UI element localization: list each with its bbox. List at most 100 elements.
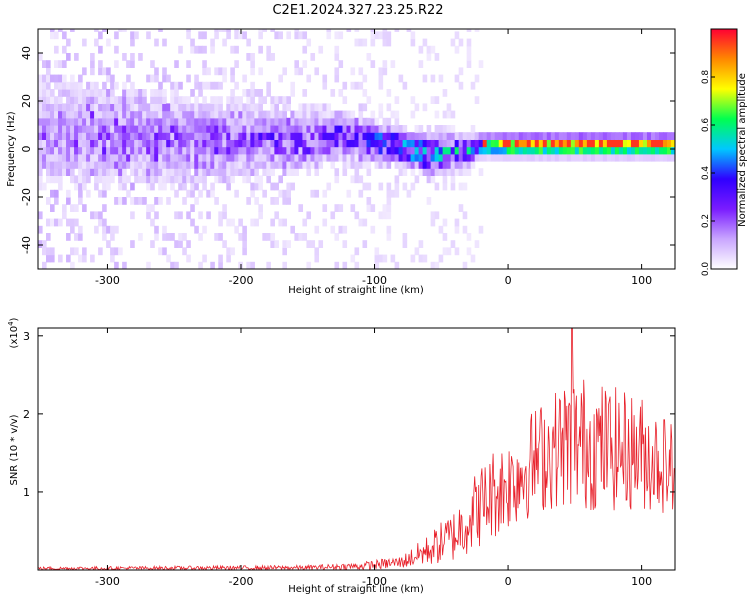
spectrogram-cell <box>46 96 51 104</box>
spectrogram-cell <box>398 153 404 162</box>
spectrogram-cell <box>162 161 167 169</box>
spectrogram-cell <box>198 139 203 148</box>
spectrogram-cell <box>126 146 131 155</box>
spectrogram-cell <box>266 153 271 162</box>
spectrogram-cell <box>98 247 103 256</box>
spectrogram-cell <box>206 67 211 76</box>
spectrogram-cell <box>134 153 139 162</box>
spectrogram-cell <box>146 175 151 184</box>
spectrogram-cell <box>110 168 115 176</box>
spectrogram-cell <box>66 132 71 140</box>
spectrogram-cell <box>438 153 444 162</box>
spectrogram-cell <box>190 175 195 184</box>
spectrogram-cell <box>242 240 247 248</box>
spectrogram-cell <box>102 67 107 76</box>
spectrogram-cell <box>462 182 468 191</box>
spectrogram-cell <box>246 53 251 61</box>
spectrogram-cell <box>170 146 175 155</box>
spectrogram-cell <box>86 146 91 155</box>
spectrogram-cell <box>162 132 167 140</box>
spectrogram-cell <box>190 161 195 169</box>
spectrogram-cell <box>130 38 135 47</box>
spectrogram-cell <box>150 240 155 248</box>
spectrogram-cell <box>150 139 155 148</box>
spectrogram-cell <box>146 204 151 212</box>
spectrogram-cell <box>110 125 115 133</box>
spectrogram-cell <box>146 132 151 140</box>
spectrogram-cell <box>458 38 464 47</box>
spectrogram-cell <box>310 146 316 155</box>
spectrogram-cell <box>94 117 99 126</box>
spectrogram-cell <box>450 38 456 47</box>
spectrogram-cell <box>602 153 608 162</box>
spectrogram-cell <box>78 197 83 205</box>
spectrogram-cell <box>358 81 364 90</box>
spectrogram-cell <box>198 125 203 133</box>
spectrogram-cell <box>574 132 580 140</box>
spectrogram-cell <box>42 125 47 133</box>
spectrogram-cell <box>382 132 388 140</box>
spectrogram-cell <box>210 110 215 119</box>
spectrogram-cell <box>382 204 388 212</box>
spectrogram-cell <box>258 67 263 76</box>
spectrogram-cell <box>322 139 328 148</box>
spectrogram-cell <box>102 103 107 112</box>
spectrogram-cell <box>250 146 255 155</box>
spectrogram-cell <box>566 132 572 140</box>
spectrogram-cell <box>146 182 151 191</box>
spectrogram-cell <box>670 132 675 140</box>
spectrogram-cell <box>314 132 320 140</box>
spectrogram-cell <box>74 53 79 61</box>
spectrogram-cell <box>346 110 352 119</box>
spectrogram-cell <box>286 117 291 126</box>
spectrogram-cell <box>310 53 316 61</box>
spectrogram-cell <box>466 153 472 162</box>
spectrogram-cell <box>186 211 191 220</box>
spectrogram-cell <box>370 125 376 133</box>
spectrogram-cell <box>166 233 171 241</box>
spectrogram-cell <box>398 146 404 155</box>
spectrogram-cell <box>58 153 63 162</box>
spectrogram-cell <box>278 125 283 133</box>
spectrogram-cell <box>310 110 316 119</box>
spectrogram-cell <box>74 139 79 148</box>
spectrogram-cell <box>274 132 279 140</box>
spectrogram-cell <box>170 103 175 112</box>
spectrogram-cell <box>122 261 127 269</box>
spectrogram-cell <box>38 182 43 191</box>
spectrogram-cell <box>438 132 444 140</box>
spectrogram-cell <box>374 146 380 155</box>
spectrogram-cell <box>138 110 143 119</box>
spectrogram-cell <box>98 110 103 119</box>
spectrogram-cell <box>334 31 340 40</box>
spectrogram-cell <box>58 254 63 263</box>
spectrogram-cell <box>446 161 452 169</box>
spectrogram-cell <box>226 161 231 169</box>
spectrogram-cell <box>198 161 203 169</box>
spectrogram-cell <box>478 132 484 140</box>
spectrogram-cell <box>414 153 420 162</box>
spectrogram-cell <box>282 161 287 169</box>
spectrogram-cell <box>142 125 147 133</box>
spectrogram-cell <box>206 146 211 155</box>
spectrogram-cell <box>218 175 223 184</box>
spectrogram-cell <box>194 146 199 155</box>
spectrogram-cell <box>410 110 416 119</box>
spectrogram-cell <box>38 103 43 112</box>
spectrogram-cell <box>98 89 103 97</box>
spectrogram-cell <box>510 153 516 162</box>
colorbar-label: Normalized spectral amplitude <box>737 73 748 227</box>
spectrogram-cell <box>258 204 263 212</box>
spectrogram-cell <box>402 132 408 140</box>
spectrogram-cell <box>190 189 195 198</box>
spectrogram-cell <box>322 125 328 133</box>
spectrogram-cell <box>226 254 231 263</box>
spectrogram-cell <box>426 153 432 162</box>
spectrogram-cell <box>334 175 340 184</box>
spectrogram-cell <box>178 161 183 169</box>
snr-y-label: SNR (10 * v/v) <box>9 414 20 485</box>
spectrogram-cell <box>190 146 195 155</box>
spectrogram-cell <box>146 117 151 126</box>
spectrogram-cell <box>186 60 191 68</box>
